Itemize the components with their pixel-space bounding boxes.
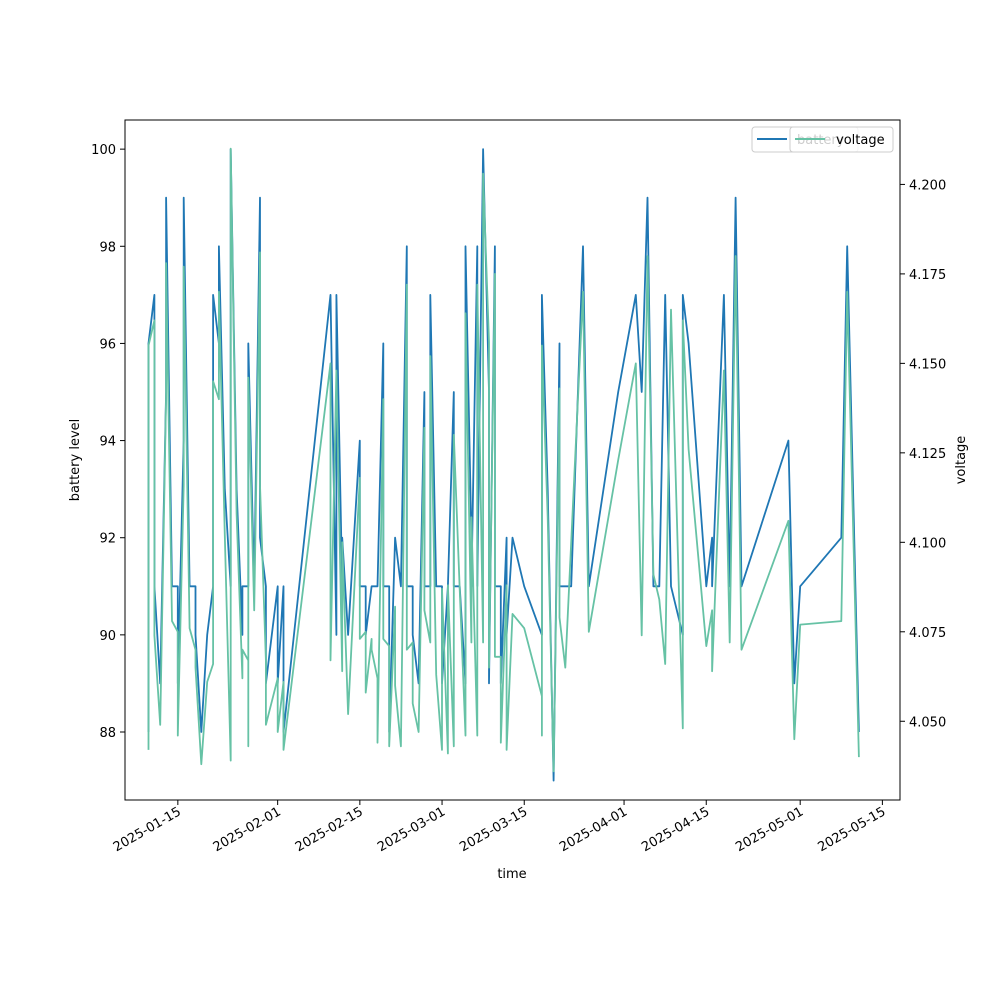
y-tick-label: 90 [99,629,116,644]
y2-axis-title: voltage [954,436,969,485]
y-tick-label: 88 [99,726,116,741]
series-line-battery [147,148,860,782]
y-axis-left: 88 90 92 94 96 98 100 [91,143,125,741]
legend-box-voltage [789,126,894,153]
legend-voltage: voltage [789,126,894,153]
y2-tick-label: 4.150 [909,357,946,372]
y2-tick-label: 4.075 [909,626,946,641]
y-tick-label: 94 [99,435,116,450]
y2-tick-label: 4.175 [909,268,946,283]
y-axis-title: battery level [68,419,83,502]
series-line-voltage [147,147,860,773]
y2-tick-label: 4.200 [909,178,946,193]
y-tick-label: 100 [91,143,116,158]
plot-frame [124,119,901,801]
y2-tick-label: 4.100 [909,536,946,551]
legend-label-voltage: voltage [836,133,885,148]
y2-tick-label: 4.125 [909,447,946,462]
y-axis-right: 4.050 4.075 4.100 4.125 4.150 4.175 4.200 [900,178,946,730]
series-layer [147,147,860,782]
y-tick-label: 96 [99,337,116,352]
y-tick-label: 92 [99,532,116,547]
y2-tick-label: 4.050 [909,715,946,730]
y-tick-label: 98 [99,240,116,255]
x-axis-title: time [497,867,526,882]
